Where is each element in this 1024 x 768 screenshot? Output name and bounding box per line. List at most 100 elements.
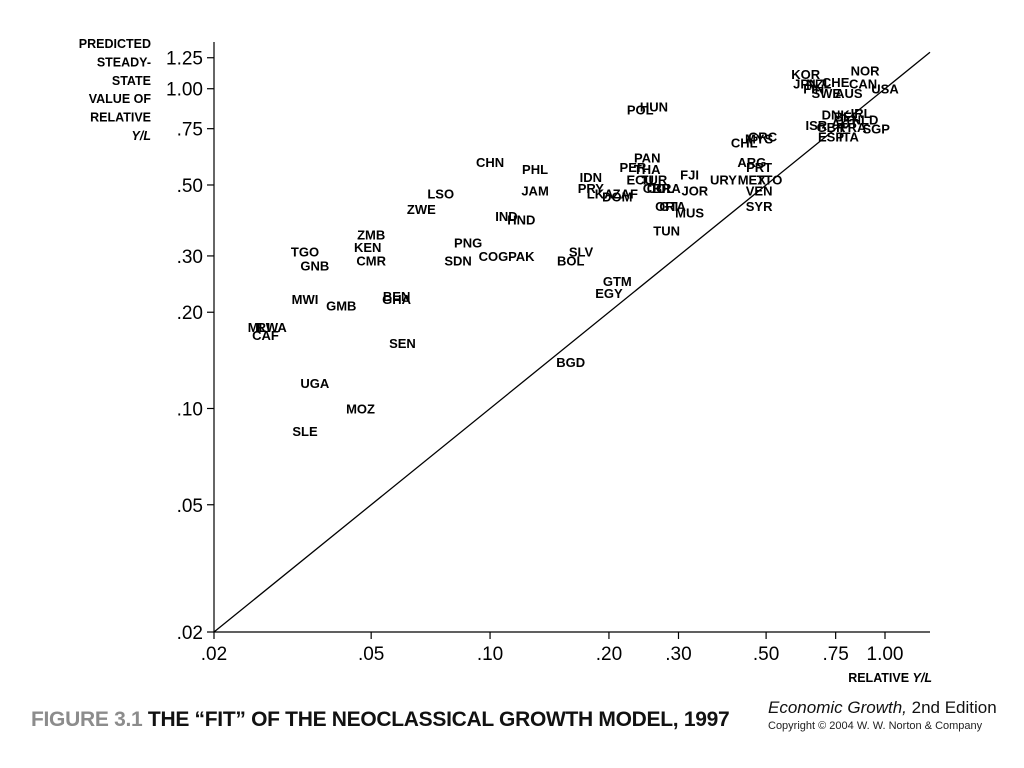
- y-tick-label: .75: [177, 120, 203, 141]
- data-point-label: CHE: [822, 75, 850, 90]
- y-tick-label: 1.00: [166, 80, 203, 101]
- data-point-label: URY: [710, 173, 737, 188]
- data-point-label: UGA: [300, 376, 330, 391]
- data-point-label: COL: [647, 181, 675, 196]
- x-tick-label: .50: [753, 644, 779, 665]
- data-point-label: MEX: [738, 173, 767, 188]
- data-point-label: TUR: [641, 173, 668, 188]
- data-point-label: JAM: [521, 184, 548, 199]
- reference-line-group: [213, 51, 931, 633]
- x-tick-label: .20: [596, 644, 622, 665]
- y-axis-title-line: STATE: [112, 74, 151, 88]
- data-point-label: CAF: [252, 328, 279, 343]
- data-point-label: FRA: [840, 120, 867, 135]
- y-tick-label: .02: [177, 623, 203, 644]
- x-tick-label: .10: [477, 644, 503, 665]
- data-point-label: KEN: [354, 240, 381, 255]
- data-point-label: ISR: [805, 118, 827, 133]
- x-axis-title-var: Y/L: [913, 671, 932, 685]
- data-point-label: SDN: [444, 254, 471, 269]
- data-point-label: ZWE: [407, 202, 436, 217]
- y-axis-title-line: STEADY-: [97, 55, 151, 69]
- data-point-label: PAK: [508, 249, 535, 264]
- data-point-label: GMB: [326, 298, 356, 313]
- data-point-label: GHA: [382, 292, 412, 307]
- reference-line: [213, 51, 931, 633]
- y-axis-title-line: VALUE OF: [89, 92, 152, 106]
- data-point-label: AUT: [831, 116, 858, 131]
- data-point-label: MLI: [248, 320, 270, 335]
- figure-caption: FIGURE 3.1 THE “FIT” OF THE NEOCLASSICAL…: [31, 708, 730, 732]
- data-point-label: SLV: [569, 244, 594, 259]
- book-title: Economic Growth,: [768, 698, 907, 717]
- data-point-label: PER: [620, 160, 647, 175]
- data-point-label: BEL: [834, 109, 860, 124]
- x-tick-label: 1.00: [867, 644, 904, 665]
- data-point-label: EGY: [595, 286, 623, 301]
- data-point-label: LKA: [587, 187, 614, 202]
- data-point-label: HUN: [640, 99, 668, 114]
- copyright: Copyright © 2004 W. W. Norton & Company: [768, 720, 983, 732]
- data-point-label: MWI: [292, 292, 319, 307]
- data-point-label: ESP: [818, 129, 844, 144]
- data-point-label: AUS: [835, 86, 863, 101]
- data-point-label: ZMB: [357, 228, 385, 243]
- data-point-label: POL: [627, 103, 654, 118]
- data-point-label: ARG: [737, 155, 766, 170]
- data-point-label: ECU: [626, 173, 653, 188]
- y-axis-title-line: PREDICTED: [79, 37, 151, 51]
- y-tick-label: .30: [177, 247, 203, 268]
- data-point-label: GNB: [300, 259, 329, 274]
- x-axis-title: RELATIVE Y/L: [848, 671, 932, 685]
- data-point-label: ORI: [655, 199, 678, 214]
- data-point-label: SWE: [811, 86, 841, 101]
- data-point-label: ITA: [839, 129, 860, 144]
- y-tick-label: .05: [177, 496, 203, 517]
- data-point-label: TUN: [653, 224, 680, 239]
- data-point-label: GTM: [603, 274, 632, 289]
- x-tick-label: .02: [201, 644, 227, 665]
- data-point-label: FIN: [803, 82, 824, 97]
- data-point-label: PRY: [578, 181, 605, 196]
- figure-title: THE “FIT” OF THE NEOCLASSICAL GROWTH MOD…: [147, 708, 730, 731]
- data-point-label: PNG: [454, 236, 482, 251]
- data-point-label: SYR: [746, 199, 773, 214]
- data-point-label: HND: [507, 212, 535, 227]
- data-point-label: PHL: [522, 162, 548, 177]
- y-tick-label: .10: [177, 399, 203, 420]
- data-point-label: SGP: [862, 122, 890, 137]
- data-point-label: NOR: [851, 64, 881, 79]
- data-point-label: THA: [634, 162, 661, 177]
- data-point-label: DOM: [602, 190, 632, 205]
- data-point-label: RWA: [257, 320, 288, 335]
- data-point-label: MYS: [745, 131, 774, 146]
- y-tick-label: .50: [177, 176, 203, 197]
- x-tick-label: .30: [665, 644, 691, 665]
- y-tick-label: 1.25: [166, 49, 203, 70]
- y-axis-title-line: RELATIVE: [90, 111, 151, 125]
- data-point-label: CHL: [731, 135, 758, 150]
- data-point-label: CRI: [643, 181, 665, 196]
- data-point-label: BRA: [653, 181, 682, 196]
- x-tick-label: .75: [822, 644, 848, 665]
- data-point-label: FJI: [680, 167, 699, 182]
- figure-number: FIGURE 3.1: [31, 708, 143, 731]
- data-point-label: IDN: [580, 170, 602, 185]
- data-point-label: TTO: [757, 173, 783, 188]
- data-point-label: BEN: [383, 289, 410, 304]
- x-axis-title-text: RELATIVE: [848, 671, 912, 685]
- data-point-label: ZAF: [613, 187, 638, 202]
- book-title-line: Economic Growth, 2nd Edition: [768, 698, 997, 718]
- data-point-label: GTA: [659, 199, 686, 214]
- data-point-label: NLD: [852, 113, 879, 128]
- scatter-chart: .02 .05 .10 .20 .30 .50 .75 1.00 1.25 .02 .05 .10 .2…: [79, 37, 932, 685]
- data-point-label: BGD: [556, 355, 585, 370]
- book-edition: 2nd Edition: [906, 698, 997, 717]
- data-point-label: CMR: [356, 254, 386, 269]
- data-point-label: JOR: [681, 184, 708, 199]
- axes: .02 .05 .10 .20 .30 .50 .75 1.00 1.25 .02 .05 .10 .2…: [166, 42, 930, 665]
- data-point-label: IRL: [851, 106, 872, 121]
